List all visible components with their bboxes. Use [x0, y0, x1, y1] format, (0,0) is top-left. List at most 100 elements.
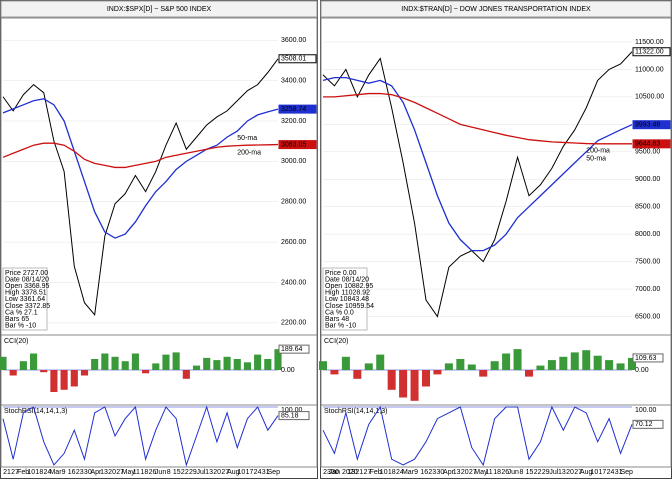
pane-tick-label: 100.00 — [281, 407, 303, 414]
indicator-pane — [320, 404, 672, 468]
header-bar — [320, 0, 672, 18]
x-tick-label: Mar — [402, 469, 415, 476]
cci-bar — [502, 353, 511, 370]
x-tick-label: 17 — [599, 469, 607, 476]
y-tick-label: 6500.00 — [635, 313, 660, 320]
info-line: Price 0.00 — [325, 270, 357, 277]
cci-bar — [131, 353, 139, 370]
x-tick-label: Jun — [508, 469, 519, 476]
ma-label: 50-ma — [586, 156, 606, 163]
pane-end-label: 109.63 — [635, 355, 657, 362]
x-tick-label: 13 — [205, 469, 213, 476]
x-tick-label: 26 — [501, 469, 509, 476]
x-tick-label: 23 — [323, 469, 331, 476]
x-tick-label: 13 — [347, 469, 355, 476]
cci-bar — [376, 354, 385, 370]
x-tick-label: 15 — [173, 469, 181, 476]
cci-bar — [172, 352, 180, 370]
cci-bar — [213, 360, 221, 370]
x-tick-label: Aug — [580, 469, 593, 476]
x-tick-label: Sep — [268, 469, 281, 476]
x-tick-label: 17 — [246, 469, 254, 476]
cci-bar — [536, 365, 545, 370]
cci-bar — [9, 370, 17, 376]
info-line: Low 3361.64 — [5, 296, 45, 303]
cci-bar — [254, 354, 262, 370]
cci-bar — [223, 356, 231, 370]
x-tick-label: Feb — [17, 469, 29, 476]
y-tick-label: 2600.00 — [281, 239, 306, 246]
x-tick-label: 20 — [108, 469, 116, 476]
y-tick-label: 3600.00 — [281, 37, 306, 44]
cci-bar — [605, 360, 614, 370]
x-tick-label: 22 — [181, 469, 189, 476]
end-label-box — [278, 104, 317, 114]
pane-tick-label: 0.00 — [281, 367, 295, 374]
price-line — [2, 142, 279, 169]
cci-bar — [559, 356, 568, 370]
cci-bar — [479, 370, 488, 377]
info-line: Ca % 0.0 — [325, 309, 354, 316]
x-tick-label: 13 — [100, 469, 108, 476]
x-tick-label: May — [474, 469, 488, 476]
cci-bar — [547, 360, 556, 370]
cci-bar — [353, 370, 362, 379]
cci-bar — [274, 349, 282, 370]
y-tick-label: 11000.00 — [635, 66, 664, 73]
cci-bar — [627, 357, 637, 370]
cci-bar — [203, 357, 211, 370]
cci-bar — [29, 353, 38, 370]
cci-bar — [490, 361, 499, 370]
info-line: Price 2727.00 — [5, 270, 48, 277]
x-tick-label: 20 — [566, 469, 574, 476]
header-bar — [0, 0, 318, 18]
cci-bar — [330, 370, 339, 375]
x-tick-label: 15 — [526, 469, 534, 476]
x-tick-label: 21 — [3, 469, 11, 476]
y-tick-label: 10500.00 — [635, 94, 664, 101]
cci-bar — [19, 361, 27, 370]
pane-end-label: 189.64 — [281, 346, 303, 353]
cci-bar — [364, 363, 373, 370]
x-tick-label: 10 — [238, 469, 246, 476]
info-line: Open 3368.95 — [5, 283, 49, 290]
pane-title: StochRSI(14,14,1,3) — [324, 408, 387, 415]
cci-bar — [421, 370, 431, 387]
pane-end-label: 70.12 — [635, 421, 653, 428]
x-tick-label: 20 — [213, 469, 221, 476]
x-tick-label: 24 — [396, 469, 404, 476]
cci-bar — [70, 370, 78, 387]
x-tick-label: 11 — [133, 469, 140, 476]
info-line: Date 08/14/20 — [325, 276, 369, 283]
x-tick-label: Jan 2020 — [329, 469, 358, 476]
x-tick-label: 18 — [141, 469, 149, 476]
pane-tick-label: 0.00 — [635, 367, 649, 374]
y-tick-label: 9500.00 — [635, 149, 660, 156]
cci-bar — [524, 370, 534, 377]
x-tick-label: 26 — [149, 469, 157, 476]
x-tick-label: May — [122, 469, 136, 476]
cci-bar — [80, 370, 89, 376]
cci-bar — [444, 363, 453, 370]
price-line — [2, 58, 279, 317]
x-tick-label: Aug — [227, 469, 240, 476]
x-tick-label: 24 — [254, 469, 262, 476]
end-label: 11322.00 — [635, 49, 664, 56]
end-label-box — [632, 120, 671, 130]
y-tick-label: 9000.00 — [635, 176, 660, 183]
x-tick-label: 9 — [62, 469, 66, 476]
cci-bar — [142, 370, 150, 374]
x-tick-label: 21 — [356, 469, 364, 476]
x-tick-label: Apr — [90, 469, 102, 476]
info-line: Close 3372.85 — [5, 303, 50, 310]
cci-bar — [399, 370, 408, 398]
x-tick-label: 18 — [493, 469, 501, 476]
x-tick-label: 29 — [542, 469, 550, 476]
pane-end-box — [278, 411, 310, 421]
pane-title: StochRSI(14,14,1,3) — [4, 408, 67, 415]
end-label: 9644.83 — [635, 141, 660, 148]
cci-bar — [467, 364, 476, 370]
chart-title: INDX:$TRAN[D] ~ DOW JONES TRANSPORTATION… — [401, 6, 591, 13]
end-label-box — [632, 139, 671, 149]
